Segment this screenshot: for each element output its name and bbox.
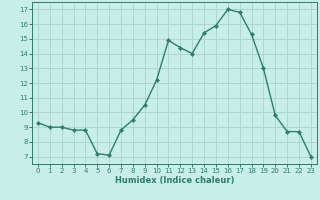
X-axis label: Humidex (Indice chaleur): Humidex (Indice chaleur) (115, 176, 234, 185)
